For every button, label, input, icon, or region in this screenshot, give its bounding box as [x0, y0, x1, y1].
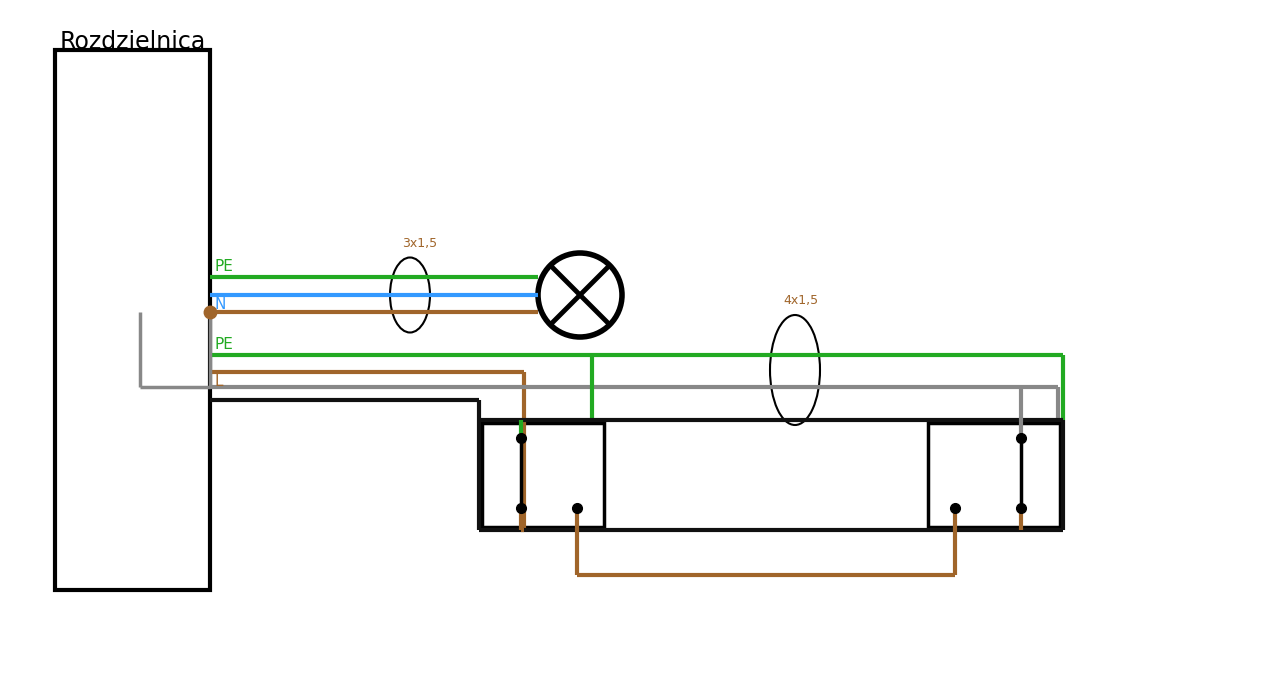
Text: 4x1,5: 4x1,5 — [783, 294, 818, 307]
Text: L: L — [215, 374, 224, 389]
Text: 3x1,5: 3x1,5 — [402, 237, 437, 250]
Text: Rozdzielnica: Rozdzielnica — [61, 30, 206, 54]
Text: N: N — [215, 297, 226, 312]
Text: PE: PE — [215, 337, 234, 352]
Text: PE: PE — [215, 259, 234, 274]
